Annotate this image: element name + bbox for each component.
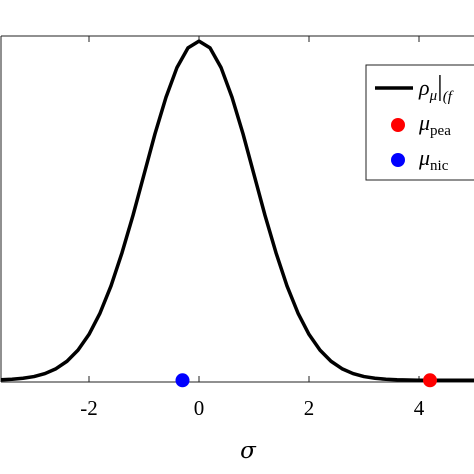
legend-entry-rho: ρμ|(f — [418, 71, 454, 105]
x-tick-label: -2 — [80, 396, 98, 420]
legend-swatch-peak — [391, 118, 405, 132]
peak-point — [423, 373, 437, 388]
x-tick-label: 2 — [304, 396, 315, 420]
x-tick-label: 0 — [194, 396, 205, 420]
series-layer — [0, 39, 474, 388]
density-curve — [0, 39, 474, 383]
niche-point — [175, 373, 190, 388]
x-axis-label: σ — [240, 438, 257, 464]
legend-entry-peak: μpea — [418, 110, 451, 139]
legend-swatch-niche — [391, 153, 405, 167]
legend-entry-niche: μnic — [418, 145, 449, 174]
axes-frame — [0, 35, 474, 383]
x-ticks: -2 0 2 4 — [80, 36, 425, 420]
legend-box — [365, 64, 474, 181]
x-tick-label: 4 — [414, 396, 425, 420]
legend: ρμ|(f μpea μnic — [365, 64, 474, 181]
